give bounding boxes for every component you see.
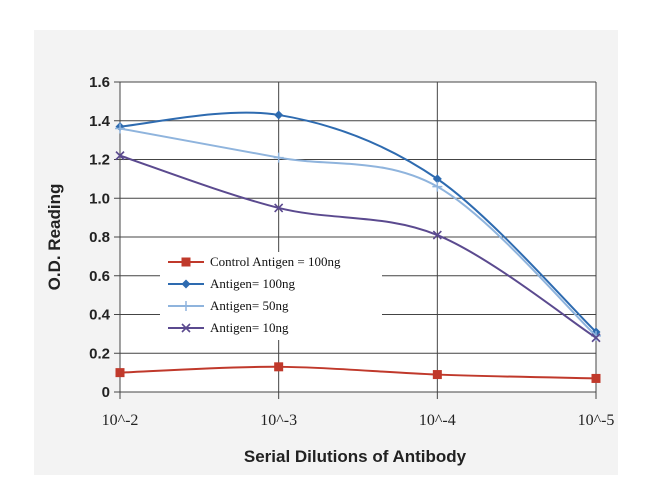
y-axis-title: O.D. Reading (45, 184, 64, 291)
legend: Control Antigen = 100ng Antigen= 100ng Ant… (168, 254, 341, 335)
data-point (432, 370, 442, 380)
data-point (591, 333, 601, 343)
legend-marker (181, 257, 191, 267)
legend-entry: Antigen= 10ng (210, 320, 289, 335)
x-tick-label: 10^-2 (102, 412, 139, 429)
legend-box (160, 252, 382, 340)
data-point (115, 123, 125, 134)
y-tick-label: 0.8 (89, 229, 110, 246)
data-point (115, 368, 125, 378)
series-2 (115, 123, 601, 341)
x-tick-label: 10^-5 (578, 412, 615, 429)
data-point (274, 203, 284, 213)
y-tick-label: 1.6 (89, 74, 110, 91)
y-tick-label: 0.4 (89, 307, 111, 324)
legend-entry: Antigen= 50ng (210, 298, 289, 313)
y-tick-label: 1.2 (89, 152, 110, 169)
y-tick-label: 0.2 (89, 345, 110, 362)
data-point (273, 152, 284, 163)
x-axis-title: Serial Dilutions of Antibody (244, 447, 467, 466)
legend-marker (181, 323, 191, 333)
legend-marker (181, 301, 191, 311)
series-0 (115, 362, 601, 383)
y-tick-label: 0.6 (89, 268, 110, 285)
series-line (119, 127, 597, 337)
data-point (274, 110, 284, 120)
data-point (115, 151, 125, 161)
x-tick-label: 10^-3 (260, 412, 297, 429)
series-line (119, 154, 597, 339)
data-point (432, 230, 442, 240)
legend-entry: Antigen= 100ng (210, 276, 295, 291)
y-tick-label: 1.0 (89, 190, 110, 207)
series-line (119, 365, 597, 380)
data-point (591, 373, 601, 383)
legend-entry: Control Antigen = 100ng (210, 254, 341, 269)
data-point (274, 362, 284, 372)
series-layer (115, 110, 601, 383)
legend-marker (181, 279, 191, 289)
data-point (432, 174, 442, 184)
y-tick-labels: 0 0.2 0.4 0.6 0.8 1.0 1.2 1.4 1.6 (89, 74, 111, 401)
data-point (432, 181, 443, 192)
x-tick-label: 10^-4 (419, 412, 456, 429)
series-line (119, 111, 597, 333)
x-tick-labels: 10^-2 10^-3 10^-4 10^-5 (102, 412, 615, 429)
y-tick-label: 0 (102, 384, 110, 401)
series-3 (115, 151, 601, 343)
y-tick-label: 1.4 (89, 113, 111, 130)
